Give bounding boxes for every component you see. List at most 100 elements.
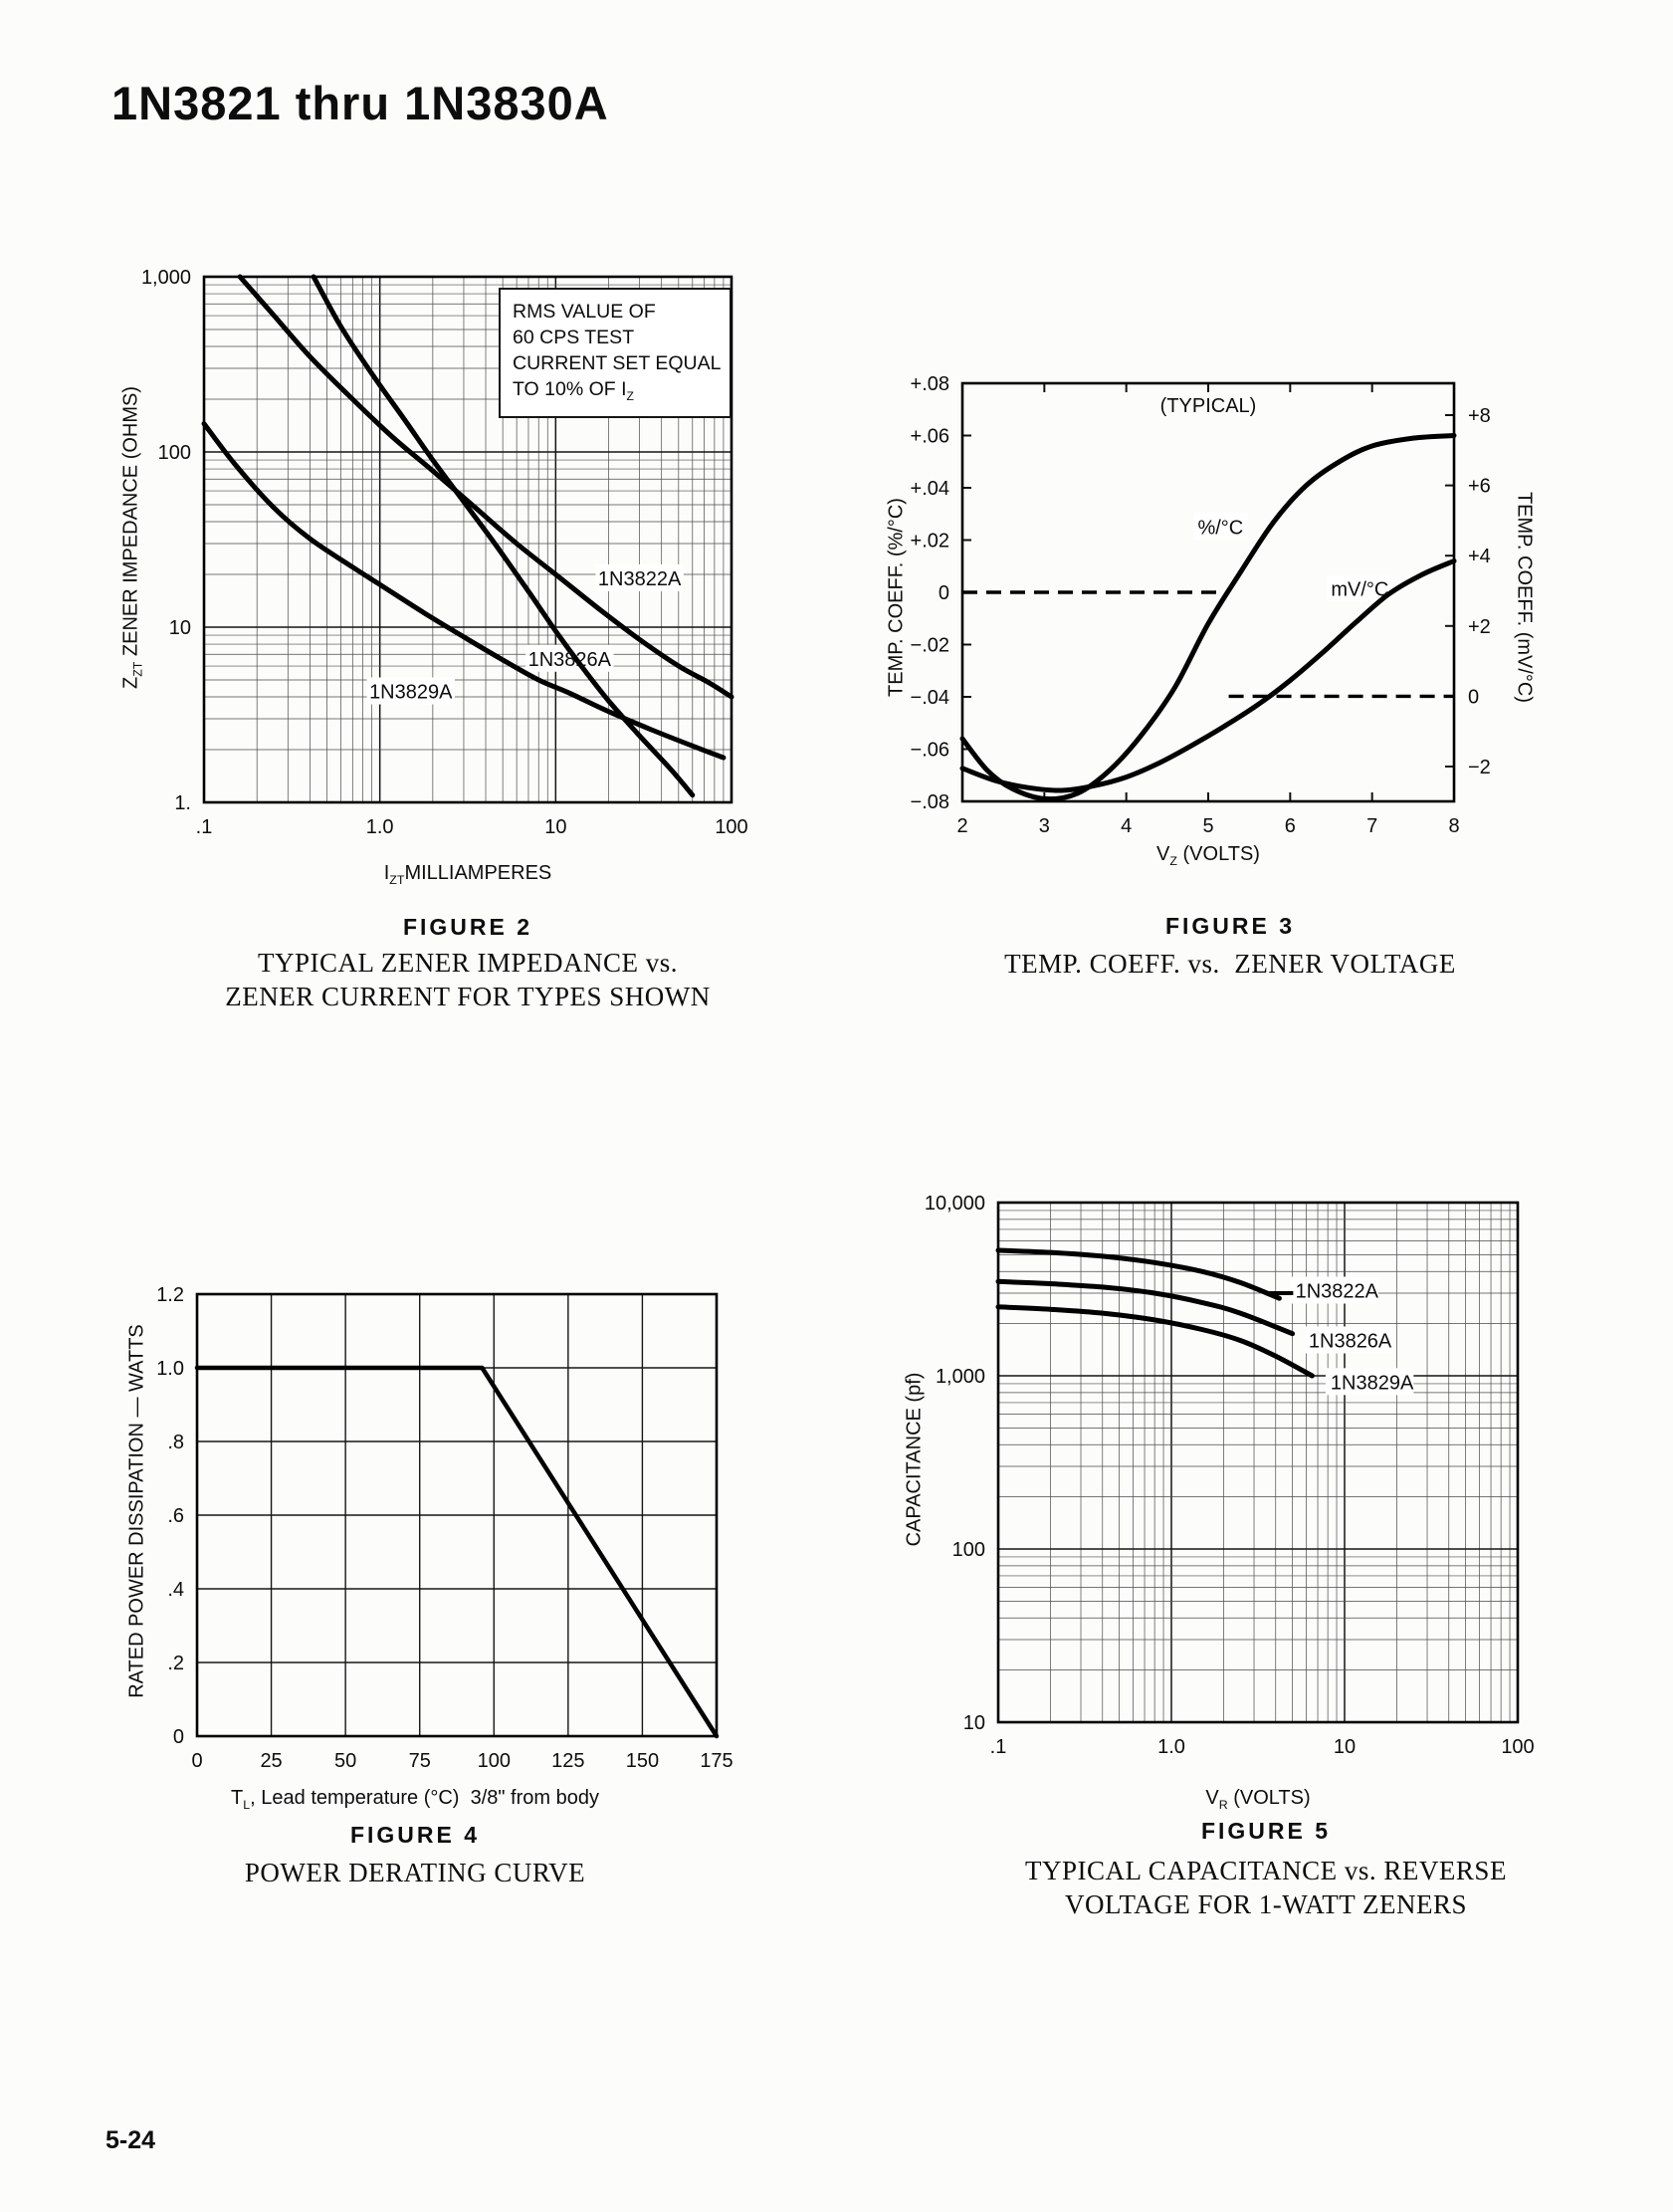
fig5-subcaption: TYPICAL CAPACITANCE vs. REVERSE VOLTAGE … [1006, 1854, 1526, 1921]
svg-text:+8: +8 [1468, 405, 1491, 427]
note-line-subscript: Z [626, 388, 634, 403]
fig5-y-axis-label: CAPACITANCE (pf) [903, 1372, 926, 1547]
svg-text:1N3829A: 1N3829A [1331, 1372, 1414, 1394]
svg-text:%/°C: %/°C [1197, 517, 1243, 539]
svg-text:1.0: 1.0 [156, 1358, 184, 1380]
svg-text:−.08: −.08 [911, 791, 949, 813]
svg-text:.6: .6 [167, 1505, 184, 1527]
svg-text:3: 3 [1039, 815, 1050, 837]
svg-text:175: 175 [700, 1750, 732, 1772]
svg-text:50: 50 [334, 1750, 356, 1772]
svg-text:1N3822A: 1N3822A [1296, 1281, 1379, 1303]
svg-text:.1: .1 [990, 1736, 1007, 1758]
subcaption-line: TYPICAL CAPACITANCE vs. REVERSE [1025, 1856, 1507, 1885]
svg-text:10,000: 10,000 [925, 1193, 985, 1215]
svg-text:100: 100 [952, 1539, 985, 1561]
axis-label-text: (VOLTS) [1176, 843, 1260, 865]
fig4-subcaption: POWER DERATING CURVE [155, 1856, 675, 1889]
svg-text:1N3826A: 1N3826A [1309, 1330, 1392, 1352]
svg-text:−2: −2 [1468, 757, 1491, 778]
svg-text:1.: 1. [174, 792, 191, 814]
svg-text:8: 8 [1448, 815, 1459, 837]
fig2-x-axis-label: IZTMILLIAMPERES [204, 862, 732, 887]
svg-text:125: 125 [551, 1750, 584, 1772]
fig2-caption: FIGURE 2 [402, 914, 533, 940]
subcaption-line: POWER DERATING CURVE [244, 1858, 586, 1887]
svg-text:7: 7 [1366, 815, 1377, 837]
note-line: RMS VALUE OF [513, 301, 656, 323]
svg-text:+4: +4 [1468, 546, 1491, 567]
svg-text:1.2: 1.2 [156, 1284, 184, 1306]
svg-text:+.06: +.06 [911, 426, 949, 448]
svg-text:1.0: 1.0 [1157, 1736, 1185, 1758]
svg-text:1N3822A: 1N3822A [598, 568, 682, 590]
svg-text:−.04: −.04 [911, 687, 949, 709]
axis-label-subscript: R [1218, 1798, 1228, 1812]
svg-text:+6: +6 [1468, 476, 1491, 498]
svg-text:.1: .1 [196, 816, 213, 838]
svg-text:1N3826A: 1N3826A [528, 649, 612, 671]
svg-text:75: 75 [409, 1750, 431, 1772]
fig2-impedance-chart: 1N3822A 1N3826A 1N3829A .1 1.0 10 100 1,000 100 1… [141, 267, 748, 838]
fig2-subcaption: TYPICAL ZENER IMPEDANCE vs. ZENER CURREN… [204, 946, 732, 1013]
note-line: CURRENT SET EQUAL [513, 352, 722, 374]
svg-text:1,000: 1,000 [936, 1366, 985, 1388]
fig5-x-axis-label: VR (VOLTS) [998, 1787, 1518, 1812]
svg-text:25: 25 [260, 1750, 282, 1772]
figure-5-block: CAPACITANCE (pf) 1N3822A 1N3826A 1N3829A .1… [904, 1193, 1535, 1919]
figure-3-block: TEMP. COEFF. (%/°C) TEMP. COEFF. (mV/°C)… [886, 373, 1536, 979]
svg-text:1.0: 1.0 [366, 816, 394, 838]
axis-label-text: Z [119, 676, 142, 690]
axis-label-subscript: ZT [389, 873, 405, 887]
svg-text:100: 100 [1501, 1736, 1534, 1758]
axis-label-text: V [1205, 1787, 1219, 1809]
page-title: 1N3821 thru 1N3830A [111, 77, 609, 129]
svg-text:10: 10 [544, 816, 566, 838]
axis-label-subscript: ZT [130, 661, 145, 677]
axis-label-text: ZENER IMPEDANCE (OHMS) [119, 385, 142, 662]
fig3-right-y-axis-label: TEMP. COEFF. (mV/°C) [1513, 491, 1536, 704]
subcaption-line: TYPICAL ZENER IMPEDANCE vs. [258, 948, 678, 978]
subcaption-line: VOLTAGE FOR 1-WATT ZENERS [1064, 1889, 1468, 1919]
figure-4-block: RATED POWER DISSIPATION — WATTS 0 25 50 75 1… [126, 1284, 733, 1887]
svg-text:1N3829A: 1N3829A [369, 682, 453, 704]
svg-text:2: 2 [956, 815, 967, 837]
svg-text:4: 4 [1121, 815, 1132, 837]
svg-text:+.02: +.02 [911, 531, 949, 553]
svg-text:+2: +2 [1468, 616, 1491, 638]
subcaption-line: TEMP. COEFF. vs. ZENER VOLTAGE [1004, 949, 1456, 979]
fig3-left-y-axis-label: TEMP. COEFF. (%/°C) [885, 498, 908, 697]
fig4-x-axis-label: TL, Lead temperature (°C) 3/8" from body [155, 1787, 675, 1812]
svg-text:6: 6 [1285, 815, 1296, 837]
axis-label-text: V [1156, 843, 1170, 865]
axis-label-text: T [231, 1787, 244, 1809]
svg-text:.8: .8 [167, 1432, 184, 1453]
axis-label-text: I [383, 862, 390, 884]
svg-text:10: 10 [169, 617, 191, 639]
fig4-caption: FIGURE 4 [349, 1822, 481, 1848]
figure-2-block: ZZT ZENER IMPEDANCE (OHMS) 1N3822A 1N3826… [120, 267, 748, 1011]
note-line: 60 CPS TEST [513, 327, 635, 348]
svg-text:1,000: 1,000 [141, 267, 191, 289]
fig2-test-condition-note: RMS VALUE OF 60 CPS TEST CURRENT SET EQU… [499, 288, 732, 418]
svg-text:100: 100 [158, 442, 191, 464]
svg-text:10: 10 [1334, 1736, 1356, 1758]
svg-text:100: 100 [715, 816, 747, 838]
svg-text:+.04: +.04 [911, 478, 949, 500]
svg-text:.4: .4 [167, 1579, 184, 1601]
svg-text:5: 5 [1202, 815, 1213, 837]
note-line-text: TO 10% OF I [513, 378, 627, 400]
axis-label-text: , Lead temperature (°C) 3/8" from body [250, 1787, 599, 1809]
svg-text:.2: .2 [167, 1653, 184, 1674]
svg-text:+.08: +.08 [911, 373, 949, 395]
fig3-temp-coeff-chart: %/°C mV/°C (TYPICAL) 2 3 4 5 6 7 8 +.08 +.06 +.04 +.0… [911, 373, 1491, 837]
axis-label-text: (VOLTS) [1227, 1787, 1311, 1809]
svg-text:−.02: −.02 [911, 635, 949, 657]
fig4-y-axis-label: RATED POWER DISSIPATION — WATTS [125, 1324, 148, 1698]
fig2-y-axis-label: ZZT ZENER IMPEDANCE (OHMS) [120, 386, 145, 689]
page-number: 5-24 [105, 2126, 156, 2154]
svg-text:100: 100 [478, 1750, 511, 1772]
fig3-caption: FIGURE 3 [1164, 913, 1296, 939]
fig3-x-axis-label: VZ (VOLTS) [962, 843, 1454, 868]
